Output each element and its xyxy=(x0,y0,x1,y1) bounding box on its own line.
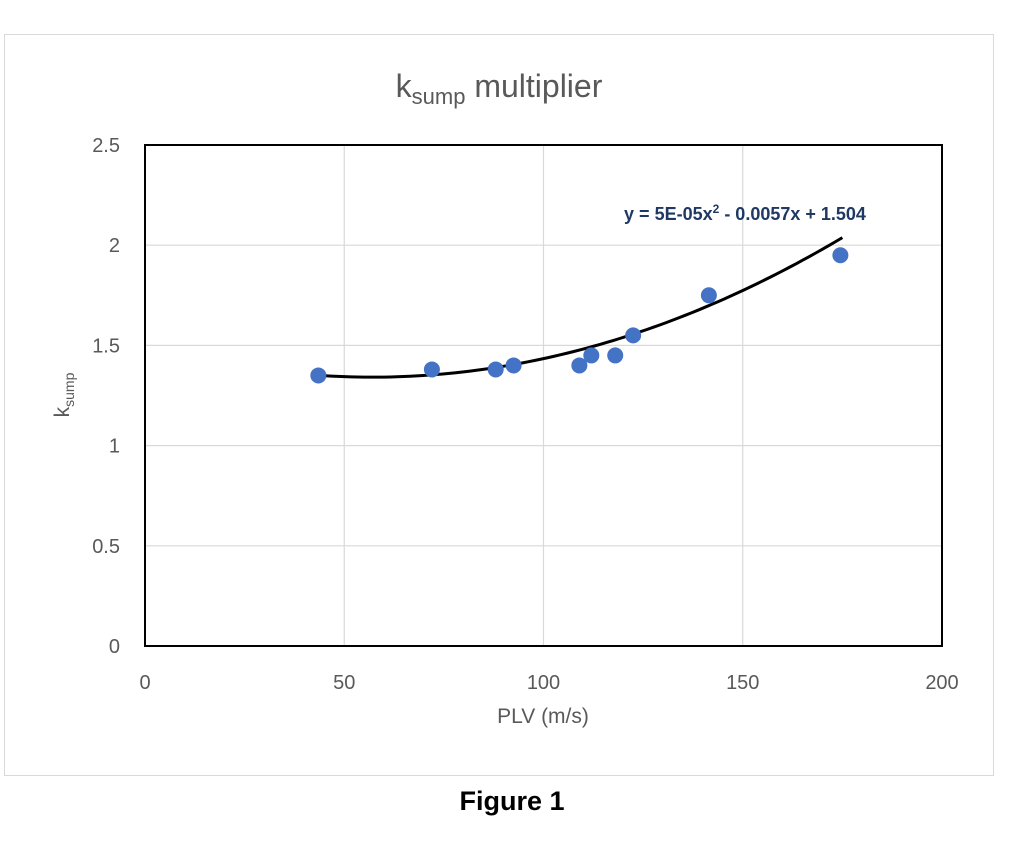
trendline xyxy=(318,236,844,379)
data-point xyxy=(487,361,504,378)
data-points xyxy=(310,247,849,384)
y-tick-label: 1 xyxy=(109,436,120,458)
data-point xyxy=(583,347,600,364)
chart-title-main: k xyxy=(396,68,413,104)
x-tick-labels: 0 50 100 150 200 xyxy=(139,672,958,694)
x-tick-label: 0 xyxy=(139,672,150,694)
y-tick-label: 0.5 xyxy=(92,536,120,558)
data-point xyxy=(571,357,588,374)
data-point xyxy=(625,327,642,344)
x-tick-label: 50 xyxy=(333,672,355,694)
chart-title-rest: multiplier xyxy=(465,68,602,104)
data-point xyxy=(607,347,624,364)
data-point xyxy=(505,357,522,374)
data-point xyxy=(310,367,327,384)
equation-post: - 0.0057x + 1.504 xyxy=(719,204,866,224)
chart-title-subscript: sump xyxy=(412,84,466,109)
figure-caption: Figure 1 xyxy=(459,786,565,816)
y-axis-label-main: k xyxy=(51,406,74,417)
data-point xyxy=(700,287,717,304)
data-point xyxy=(423,361,440,378)
grid-lines xyxy=(145,145,942,646)
x-axis-label: PLV (m/s) xyxy=(497,705,589,728)
trendline-group xyxy=(318,236,844,379)
y-axis-label-subscript: sump xyxy=(61,372,77,406)
y-tick-labels: 0 0.5 1 1.5 2 2.5 xyxy=(92,135,120,658)
x-tick-label: 200 xyxy=(925,672,958,694)
y-tick-label: 0 xyxy=(109,636,120,658)
x-tick-label: 100 xyxy=(527,672,560,694)
y-axis-label: ksump xyxy=(51,372,77,417)
equation-pre: y = 5E-05x xyxy=(624,204,713,224)
y-tick-label: 1.5 xyxy=(92,335,120,357)
plot-area-border xyxy=(144,144,943,647)
y-tick-label: 2.5 xyxy=(92,135,120,157)
chart-frame xyxy=(4,34,994,776)
x-tick-label: 150 xyxy=(726,672,759,694)
data-point xyxy=(832,247,849,264)
trendline-equation: y = 5E-05x2 - 0.0057x + 1.504 xyxy=(624,202,866,224)
chart-title: ksump multiplier xyxy=(396,68,603,109)
y-tick-label: 2 xyxy=(109,235,120,257)
equation-superscript: 2 xyxy=(713,202,720,216)
